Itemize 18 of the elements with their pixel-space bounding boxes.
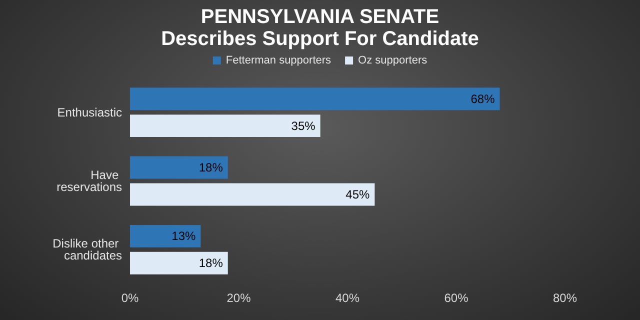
x-tick-label: 20%: [226, 291, 252, 305]
chart-title: PENNSYLVANIA SENATE: [200, 6, 440, 28]
data-label: 35%: [291, 118, 316, 133]
x-tick-label: 0%: [121, 291, 139, 305]
y-tick-label: Have reservations: [56, 168, 122, 194]
x-tick-label: 40%: [335, 291, 360, 305]
y-tick-label: Enthusiastic: [57, 105, 122, 120]
legend-label: Oz supporters: [358, 54, 428, 66]
chart-subtitle: Describes Support For Candidate: [161, 28, 479, 50]
y-tick-label: Dislike other candidates: [52, 236, 122, 263]
data-label: 18%: [198, 256, 224, 270]
legend-label: Fetterman supporters: [226, 54, 332, 66]
data-label: 68%: [470, 92, 496, 106]
data-label: 45%: [346, 187, 370, 202]
data-label: 18%: [198, 160, 224, 175]
x-tick-label: 60%: [444, 291, 469, 305]
x-tick-label: 80%: [552, 291, 578, 305]
data-label: 13%: [172, 229, 196, 244]
